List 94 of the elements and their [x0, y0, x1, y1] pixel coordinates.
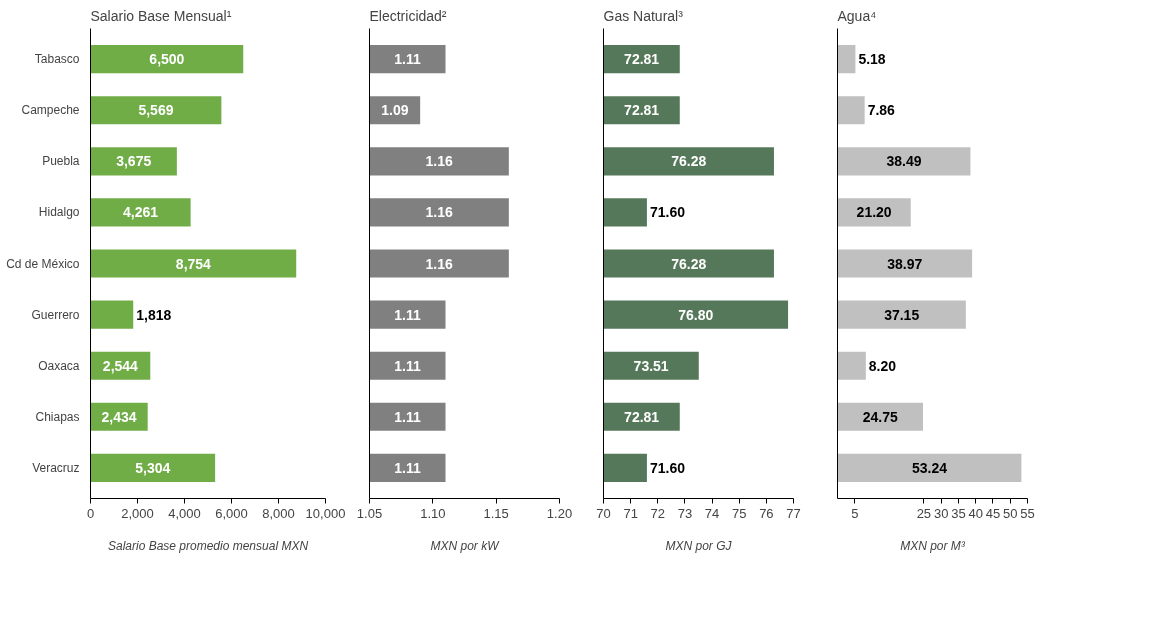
x-tick-label: 1.10 [420, 505, 446, 521]
x-tick-label: 1.05 [356, 505, 383, 521]
bar [90, 453, 216, 482]
data-label: 21.20 [856, 204, 892, 221]
data-label: 76.28 [671, 153, 707, 170]
x-tick-label: 35 [951, 505, 966, 521]
x-tick-label: 50 [1003, 505, 1018, 521]
chart-title: Gas Natural³ [603, 7, 684, 24]
data-label: 5,569 [138, 102, 174, 119]
bar [837, 96, 865, 125]
data-label: 1.16 [425, 255, 453, 272]
bar [837, 147, 971, 176]
data-label: 1.11 [394, 357, 421, 374]
data-label: 1.11 [394, 459, 421, 476]
x-tick-label: 77 [786, 505, 801, 521]
x-tick-label: 2,000 [121, 505, 154, 521]
data-label: 1.11 [394, 306, 421, 323]
x-tick-label: 74 [704, 505, 720, 521]
data-label: 24.75 [862, 408, 898, 425]
data-label: 1,818 [136, 306, 172, 323]
bar [837, 249, 973, 278]
data-label: 1.11 [394, 51, 421, 68]
data-label: 6,500 [149, 51, 185, 68]
x-tick-label: 45 [985, 505, 1001, 521]
data-label: 72.81 [624, 51, 660, 68]
x-axis-title: Salario Base promedio mensual MXN [107, 538, 309, 553]
data-label: 5.18 [858, 51, 886, 68]
y-tick-label: Veracruz [32, 460, 80, 475]
x-axis-title: MXN por kW [430, 538, 501, 553]
data-label: 38.49 [886, 153, 922, 170]
bar [90, 249, 297, 278]
bar [837, 402, 923, 431]
x-tick-label: 8,000 [262, 505, 295, 521]
x-tick-label: 4,000 [168, 505, 201, 521]
bar [837, 45, 856, 74]
chart-title: Salario Base Mensual¹ [90, 7, 232, 24]
x-tick-label: 25 [916, 505, 932, 521]
bar [90, 45, 244, 74]
x-tick-label: 1.20 [546, 505, 573, 521]
bar [837, 453, 1022, 482]
data-label: 2,544 [102, 357, 139, 374]
data-label: 2,434 [101, 408, 137, 425]
y-tick-label: Oaxaca [38, 358, 80, 373]
y-tick-label: Campeche [21, 103, 80, 118]
x-tick-label: 30 [933, 505, 949, 521]
data-label: 1.09 [381, 102, 409, 119]
y-tick-label: Tabasco [34, 52, 80, 67]
data-label: 7.86 [867, 102, 896, 119]
chart-title: Electricidad² [369, 7, 447, 24]
data-label: 76.80 [678, 306, 714, 323]
x-tick-label: 55 [1020, 505, 1035, 521]
data-label: 4,261 [123, 204, 159, 221]
bar [837, 351, 866, 380]
bar [90, 96, 222, 125]
data-label: 53.24 [911, 459, 948, 476]
data-label: 71.60 [649, 204, 686, 221]
bar [90, 198, 191, 227]
y-tick-label: Cd de México [6, 256, 80, 271]
y-tick-label: Puebla [42, 154, 80, 169]
x-tick-label: 76 [759, 505, 774, 521]
y-tick-label: Guerrero [31, 307, 80, 322]
x-tick-label: 73 [677, 505, 693, 521]
data-label: 5,304 [135, 459, 171, 476]
bar [90, 147, 177, 176]
data-label: 72.81 [624, 102, 660, 119]
x-tick-label: 10,000 [305, 505, 346, 521]
x-tick-label: 0 [86, 505, 95, 521]
x-tick-label: 6,000 [215, 505, 248, 521]
x-tick-label: 70 [596, 505, 611, 521]
x-tick-label: 72 [650, 505, 666, 521]
bar [837, 300, 966, 329]
chart-title: Agua⁴ [837, 7, 877, 24]
y-tick-label: Chiapas [35, 409, 80, 424]
x-tick-label: 5 [851, 505, 859, 521]
data-label: 37.15 [884, 306, 920, 323]
data-label: 76.28 [671, 255, 707, 272]
data-label: 72.81 [624, 408, 660, 425]
data-label: 1.11 [394, 408, 421, 425]
y-tick-label: Hidalgo [38, 205, 80, 220]
data-label: 8.20 [868, 357, 897, 374]
data-label: 3,675 [116, 153, 152, 170]
data-label: 1.16 [425, 153, 453, 170]
x-axis-title: MXN por GJ [665, 538, 733, 553]
data-label: 38.97 [887, 255, 923, 272]
data-label: 8,754 [175, 255, 212, 272]
x-tick-label: 71 [623, 505, 638, 521]
x-tick-label: 75 [731, 505, 747, 521]
data-label: 73.51 [633, 357, 669, 374]
x-axis-title: MXN por M³ [900, 538, 966, 553]
data-label: 1.16 [425, 204, 453, 221]
x-tick-label: 40 [968, 505, 983, 521]
data-label: 71.60 [649, 459, 686, 476]
bar [90, 300, 134, 329]
x-tick-label: 1.15 [483, 505, 509, 521]
